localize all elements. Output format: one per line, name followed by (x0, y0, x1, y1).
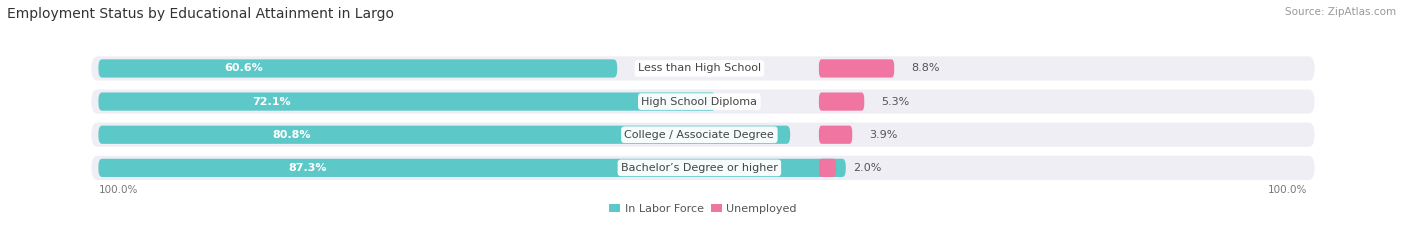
FancyBboxPatch shape (98, 59, 617, 78)
Text: 60.6%: 60.6% (225, 63, 263, 73)
FancyBboxPatch shape (818, 93, 865, 111)
Text: 100.0%: 100.0% (1268, 185, 1308, 195)
Legend: In Labor Force, Unemployed: In Labor Force, Unemployed (605, 199, 801, 218)
FancyBboxPatch shape (91, 156, 1315, 180)
FancyBboxPatch shape (91, 89, 1315, 114)
FancyBboxPatch shape (818, 159, 837, 177)
Text: 8.8%: 8.8% (911, 63, 939, 73)
FancyBboxPatch shape (818, 126, 852, 144)
Text: 2.0%: 2.0% (853, 163, 882, 173)
Text: 3.9%: 3.9% (869, 130, 897, 140)
Text: Source: ZipAtlas.com: Source: ZipAtlas.com (1285, 7, 1396, 17)
Text: Bachelor’s Degree or higher: Bachelor’s Degree or higher (621, 163, 778, 173)
Text: 87.3%: 87.3% (288, 163, 328, 173)
Text: Employment Status by Educational Attainment in Largo: Employment Status by Educational Attainm… (7, 7, 394, 21)
Text: Less than High School: Less than High School (638, 63, 761, 73)
Text: 80.8%: 80.8% (273, 130, 311, 140)
FancyBboxPatch shape (91, 123, 1315, 147)
Text: 72.1%: 72.1% (252, 97, 291, 106)
Text: 5.3%: 5.3% (882, 97, 910, 106)
Text: 100.0%: 100.0% (98, 185, 138, 195)
FancyBboxPatch shape (818, 59, 894, 78)
Text: College / Associate Degree: College / Associate Degree (624, 130, 775, 140)
FancyBboxPatch shape (91, 56, 1315, 81)
Text: High School Diploma: High School Diploma (641, 97, 758, 106)
FancyBboxPatch shape (98, 93, 716, 111)
FancyBboxPatch shape (98, 126, 790, 144)
FancyBboxPatch shape (98, 159, 846, 177)
